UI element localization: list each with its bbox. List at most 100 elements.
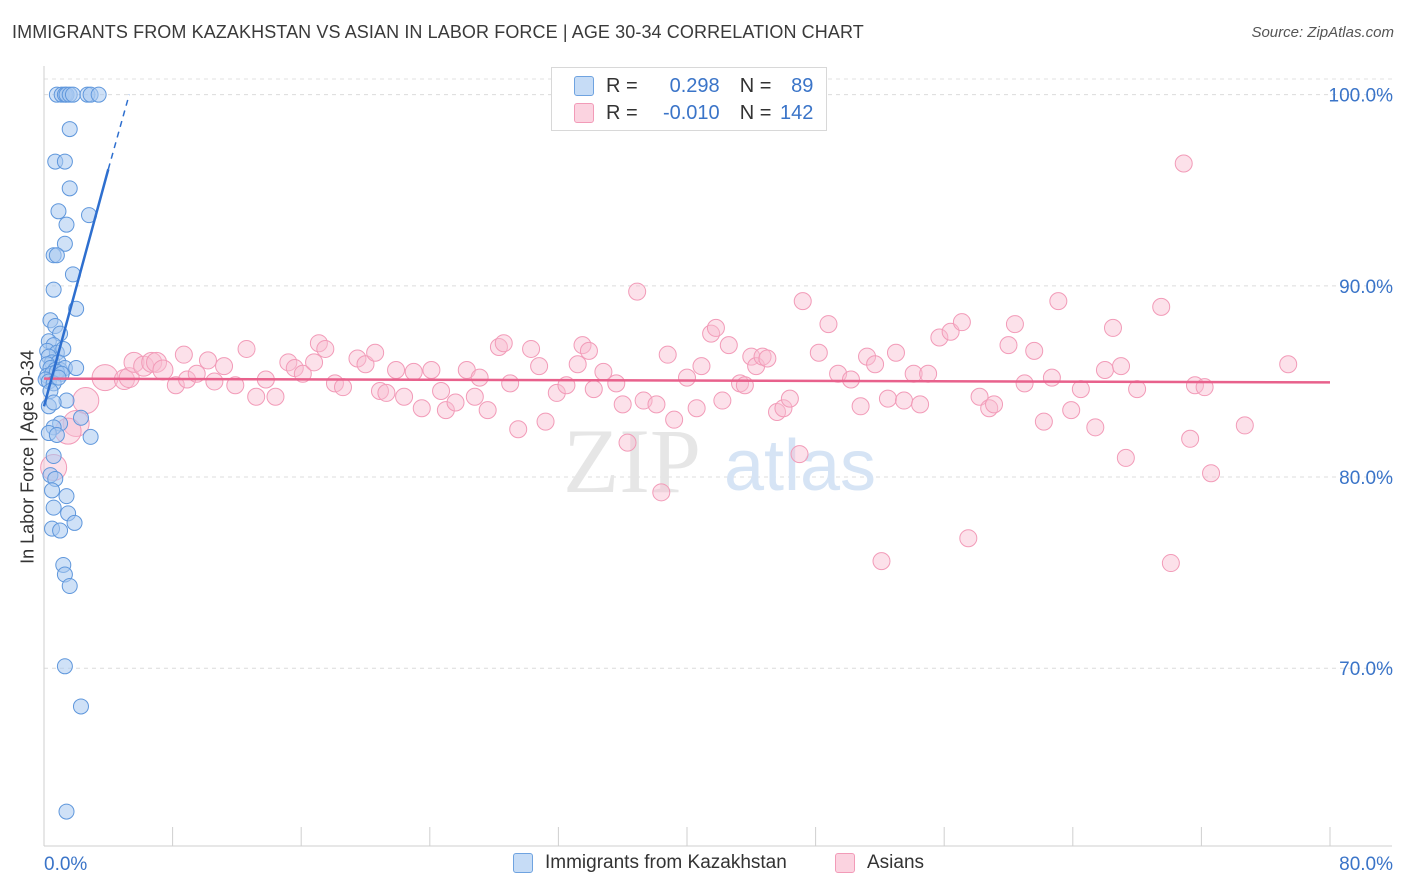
asian-point	[790, 445, 809, 464]
asian-point	[1202, 464, 1221, 483]
asian-point	[841, 370, 860, 389]
asian-point	[432, 382, 451, 400]
asian-point	[628, 282, 647, 301]
kazakhstan-point	[58, 803, 75, 820]
asian-point	[237, 339, 256, 358]
kazakhstan-point	[72, 698, 89, 715]
asians-swatch	[835, 853, 855, 873]
asian-point	[793, 292, 812, 311]
kazakhstan-point	[58, 216, 75, 233]
asian-point	[1112, 357, 1131, 376]
n-label: N =	[739, 101, 772, 124]
x-tick-label-max: 80.0%	[1339, 854, 1393, 875]
legend-item-kazakhstan: Immigrants from Kazakhstan	[513, 852, 787, 874]
kazakhstan-point	[90, 86, 107, 103]
asian-point	[851, 397, 870, 416]
asian-point	[713, 391, 732, 410]
asian-point	[584, 380, 603, 399]
asian-point	[547, 383, 566, 402]
legend-label: Immigrants from Kazakhstan	[545, 852, 787, 873]
tick-labels: 70.0% 80.0% 90.0% 100.0% 0.0% 80.0%	[44, 86, 1393, 875]
asian-point	[568, 355, 587, 374]
kazakhstan-point	[45, 499, 62, 516]
y-tick-label: 80.0%	[1339, 468, 1393, 489]
asian-point	[370, 382, 389, 400]
kazakhstan-point	[82, 428, 99, 445]
kazakhstan-trend-line	[42, 168, 110, 407]
asian-point	[422, 360, 441, 379]
asian-point	[494, 334, 513, 353]
y-axis-title: In Labor Force | Age 30-34	[17, 350, 38, 564]
asian-point	[895, 391, 914, 410]
kazakhstan-point	[56, 153, 73, 170]
asian-point	[1128, 380, 1147, 399]
asian-point	[1005, 315, 1024, 334]
kazakhstan-point	[45, 394, 62, 411]
y-tick-label: 70.0%	[1339, 659, 1393, 680]
stats-row-kazakhstan: R = 0.298 N = 89	[574, 74, 813, 98]
asian-point	[465, 387, 484, 406]
asian-point	[470, 368, 489, 387]
asian-point	[226, 376, 245, 395]
asian-point	[647, 395, 666, 414]
asian-point	[522, 339, 541, 358]
n-value: 89	[791, 74, 814, 97]
kazakhstan-point	[66, 514, 83, 531]
kazakhstan-point	[56, 235, 73, 252]
asian-point	[618, 433, 637, 452]
watermark: ZIP atlas	[563, 410, 876, 512]
asian-point	[266, 387, 285, 406]
r-value: -0.010	[662, 101, 720, 124]
asians-trend-line	[43, 377, 1331, 384]
kazakhstan-point	[48, 247, 65, 264]
asian-point	[959, 529, 978, 548]
kazakhstan-swatch	[574, 76, 594, 96]
asian-point	[501, 374, 520, 393]
asian-point	[1034, 412, 1053, 431]
r-value: 0.298	[669, 74, 720, 97]
asian-point	[1025, 341, 1044, 360]
asian-point	[316, 339, 335, 358]
asian-point	[999, 336, 1018, 355]
asian-point	[607, 374, 626, 393]
asian-point	[530, 357, 549, 376]
asian-point	[1279, 355, 1298, 374]
asian-point	[911, 395, 930, 414]
asian-point	[774, 399, 793, 418]
asian-point	[819, 315, 838, 334]
asian-point	[412, 399, 431, 418]
asian-point	[166, 376, 185, 395]
kazakhstan-trend-extension	[107, 94, 130, 170]
asian-point	[780, 389, 799, 408]
asian-point	[665, 410, 684, 429]
kazakhstan-point	[50, 203, 67, 220]
kazakhstan-point	[72, 409, 89, 426]
asian-point	[1235, 416, 1254, 435]
asian-point	[872, 552, 891, 571]
legend-item-asians: Asians	[835, 852, 924, 874]
trend-lines	[42, 94, 1331, 407]
asian-point	[356, 355, 375, 374]
x-tick-label-min: 0.0%	[44, 854, 87, 875]
asian-point	[152, 359, 174, 381]
kazakhstan-point	[68, 360, 85, 377]
asian-point	[930, 328, 949, 347]
kazakhstan-point	[61, 121, 78, 138]
asian-point	[613, 395, 632, 414]
asian-point	[141, 351, 163, 373]
n-value: 142	[780, 101, 814, 124]
bottom-legend: Immigrants from Kazakhstan Asians	[0, 852, 1406, 878]
stats-row-asians: R = -0.010 N = 142	[574, 101, 813, 125]
asian-point	[377, 383, 396, 402]
asian-point	[702, 324, 721, 343]
asian-point	[436, 401, 455, 420]
kazakhstan-point	[56, 658, 73, 675]
asian-point	[1095, 360, 1114, 379]
kazakhstan-point	[52, 522, 69, 539]
asian-point	[1015, 374, 1034, 393]
asian-point	[305, 353, 324, 372]
asian-point	[678, 368, 696, 387]
r-label: R =	[606, 74, 638, 97]
asian-point	[758, 349, 777, 368]
kazakhstan-point	[61, 180, 78, 197]
